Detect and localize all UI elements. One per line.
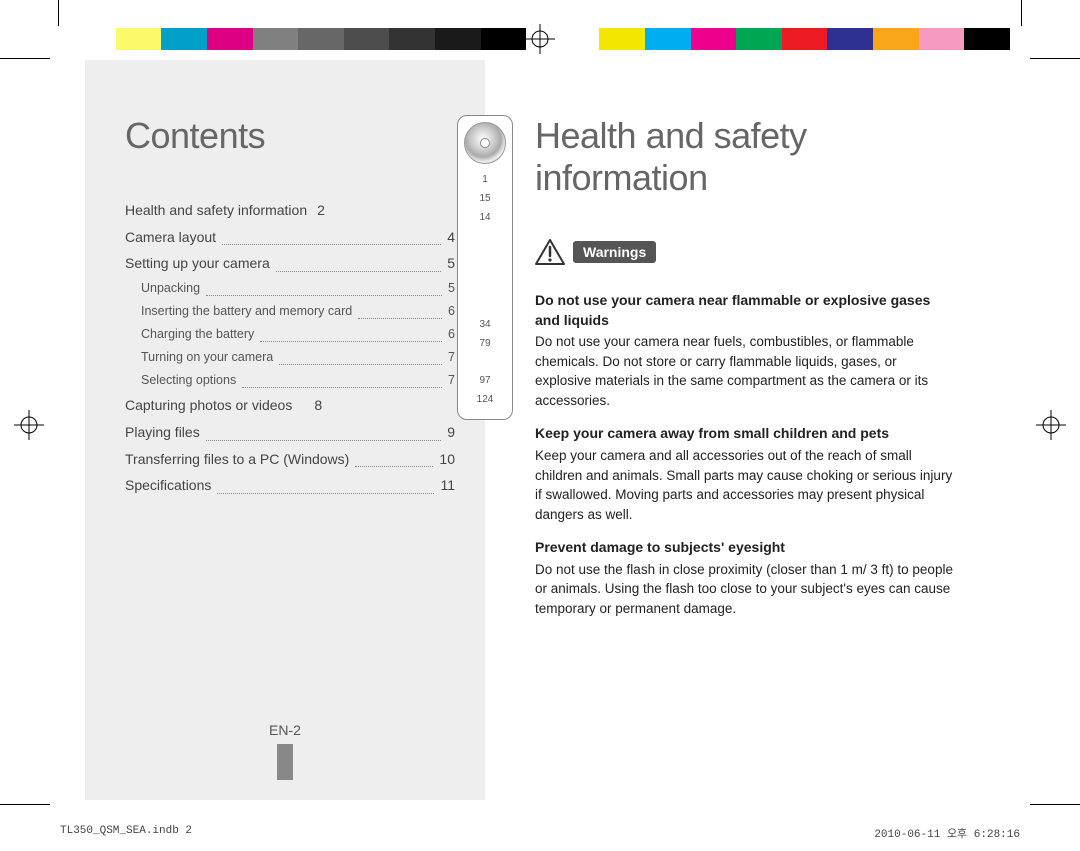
contents-title: Contents <box>125 115 455 157</box>
registration-mark-icon <box>14 410 44 440</box>
warning-icon <box>535 239 565 265</box>
toc-list: Health and safety information2 Camera la… <box>125 197 455 499</box>
warning-badge: Warnings <box>573 241 656 263</box>
toc-item: Playing files9 <box>125 419 455 446</box>
toc-subitem: Unpacking5 <box>141 277 455 300</box>
health-panel: Health and safety information Warnings D… <box>485 60 995 800</box>
print-footer: TL350_QSM_SEA.indb 2 2010-06-11 오후 6:28:… <box>60 825 1020 841</box>
section-body: Do not use the flash in close proximity … <box>535 560 955 619</box>
toc-item: Setting up your camera5 <box>125 250 455 277</box>
contents-panel: Contents Health and safety information2 … <box>85 60 485 800</box>
cd-page-ref: 1 15 14 34 79 97 124 <box>457 115 513 420</box>
registration-mark-icon <box>525 24 555 54</box>
health-title: Health and safety information <box>535 115 955 199</box>
cd-icon <box>464 122 506 164</box>
toc-subitem: Selecting options7 <box>141 369 455 392</box>
footer-right: 2010-06-11 오후 6:28:16 <box>874 825 1020 841</box>
toc-subitem: Charging the battery6 <box>141 323 455 346</box>
toc-item: Health and safety information2 <box>125 197 455 224</box>
section-heading: Keep your camera away from small childre… <box>535 424 955 444</box>
toc-subitem: Inserting the battery and memory card6 <box>141 300 455 323</box>
toc-subitem: Turning on your camera7 <box>141 346 455 369</box>
footer-left: TL350_QSM_SEA.indb 2 <box>60 825 192 841</box>
section-body: Do not use your camera near fuels, combu… <box>535 332 955 410</box>
page-number: EN-2 <box>85 722 485 780</box>
toc-item: Capturing photos or videos8 <box>125 392 455 419</box>
toc-item: Camera layout4 <box>125 224 455 251</box>
page-spread: Contents Health and safety information2 … <box>85 60 995 800</box>
toc-item: Specifications11 <box>125 472 455 499</box>
toc-item: Transferring files to a PC (Windows)10 <box>125 446 455 473</box>
section-heading: Prevent damage to subjects' eyesight <box>535 538 955 558</box>
section-heading: Do not use your camera near flammable or… <box>535 291 955 330</box>
warning-header: Warnings <box>535 239 955 265</box>
section-body: Keep your camera and all accessories out… <box>535 446 955 524</box>
registration-mark-icon <box>1036 410 1066 440</box>
